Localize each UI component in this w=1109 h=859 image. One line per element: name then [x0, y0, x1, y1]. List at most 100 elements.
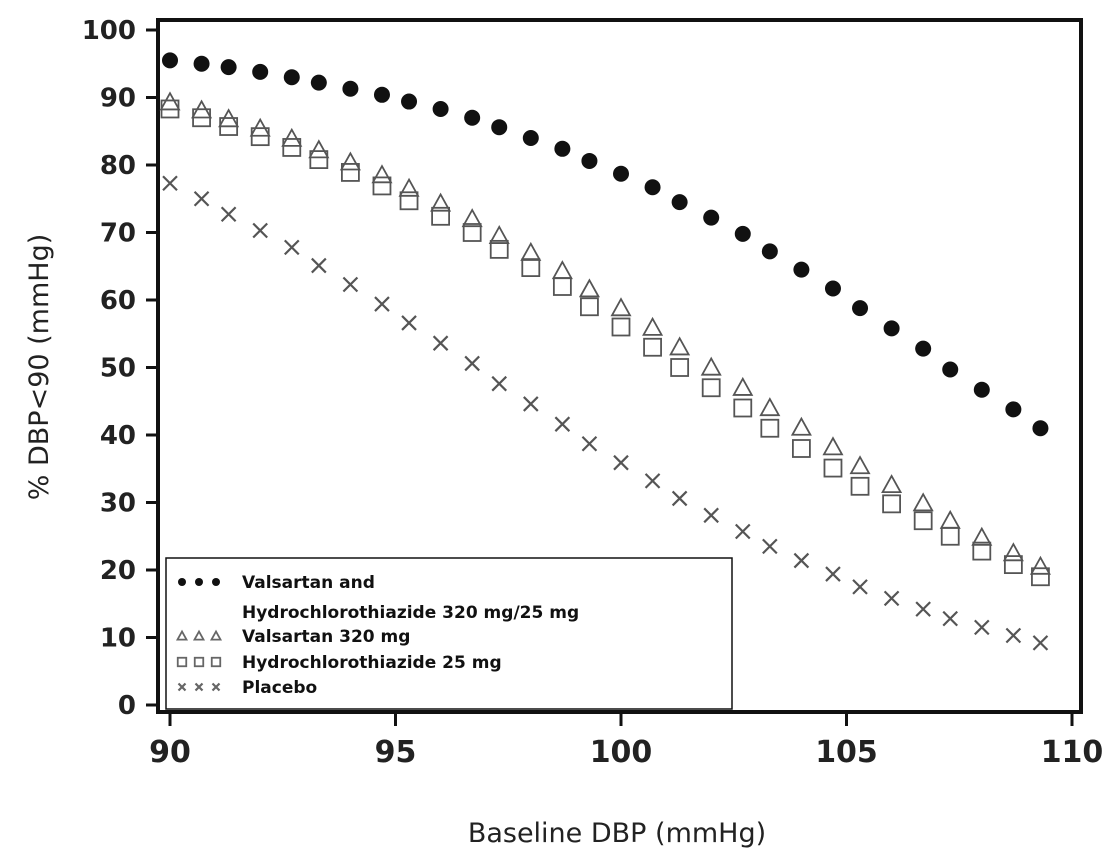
valsartan-point: [371, 164, 393, 184]
legend-marker-valsartan-hctz: [178, 578, 186, 586]
valsartan-point: [430, 192, 452, 212]
valsartan-hctz-point: [220, 59, 237, 76]
valsartan-point: [551, 260, 573, 280]
y-tick-label: 30: [100, 489, 136, 519]
hctz-point: [552, 277, 572, 296]
placebo-point: [220, 206, 237, 223]
hctz-point: [760, 418, 780, 438]
hctz-point: [823, 458, 843, 478]
legend-marker-placebo: [211, 682, 221, 692]
placebo-point: [581, 435, 598, 452]
valsartan-point: [578, 278, 600, 298]
placebo-point: [825, 566, 841, 582]
legend-marker-hctz: [193, 656, 205, 668]
valsartan-point: [520, 241, 542, 261]
valsartan-hctz-point: [761, 243, 778, 260]
hctz-point: [340, 163, 360, 182]
valsartan-hctz-point: [554, 140, 571, 157]
valsartan-hctz-point: [644, 179, 661, 196]
placebo-point: [974, 619, 990, 636]
hctz-point: [580, 297, 599, 317]
valsartan-hctz-point: [193, 55, 210, 72]
hctz-point: [733, 398, 753, 418]
placebo-point: [374, 296, 390, 312]
hctz-point: [1031, 567, 1050, 587]
valsartan-point: [822, 436, 844, 456]
valsartan-point: [790, 416, 812, 436]
x-tick-label: 100: [590, 735, 653, 770]
legend-marker-valsartan-hctz: [195, 578, 203, 586]
valsartan-point: [461, 208, 483, 228]
valsartan-point: [398, 177, 420, 197]
valsartan-point: [700, 356, 722, 376]
placebo-point: [1005, 627, 1022, 644]
hctz-point: [940, 526, 960, 546]
hctz-point: [192, 108, 211, 128]
placebo-point: [613, 454, 629, 471]
valsartan-hctz-point: [581, 152, 598, 169]
valsartan-hctz-point: [703, 209, 720, 226]
hctz-point: [792, 439, 811, 458]
x-tick-label: 95: [375, 735, 417, 770]
placebo-point: [162, 175, 178, 192]
y-axis: 0 10 20 30 40 50 60 70 80 90 100: [82, 16, 158, 721]
hctz-point: [431, 206, 451, 226]
legend-marker-placebo: [177, 682, 187, 692]
legend-label-valsartan-hctz-line1: Valsartan and: [242, 573, 375, 593]
hctz-point: [670, 358, 690, 377]
hctz-point: [1003, 555, 1023, 574]
placebo-point: [311, 257, 327, 274]
y-tick-label: 10: [100, 624, 136, 654]
valsartan-hctz-point: [491, 119, 508, 136]
placebo-point: [671, 490, 688, 507]
placebo-point: [703, 507, 719, 524]
legend-markers: [175, 578, 223, 692]
placebo-point: [1032, 635, 1049, 651]
valsartan-point: [939, 509, 961, 529]
valsartan-point: [339, 151, 361, 171]
y-tick-label: 40: [100, 421, 136, 451]
hctz-point: [372, 176, 392, 196]
valsartan-point: [610, 297, 632, 317]
placebo-point: [793, 552, 810, 569]
placebo-point: [942, 610, 959, 627]
valsartan-hctz-point: [671, 194, 688, 211]
y-tick-label: 90: [100, 84, 136, 114]
valsartan-hctz-point: [852, 300, 869, 317]
valsartan-hctz-point: [613, 165, 629, 182]
hctz-point: [643, 337, 662, 357]
valsartan-hctz-point: [883, 320, 900, 337]
valsartan-hctz-point: [432, 100, 449, 117]
valsartan-hctz-point: [310, 74, 327, 91]
legend-marker-hctz: [210, 656, 222, 668]
placebo-point: [432, 335, 449, 351]
placebo-point: [401, 315, 417, 331]
y-tick-label: 80: [100, 151, 136, 181]
valsartan-hctz-point: [464, 109, 481, 126]
data-points: [159, 52, 1051, 651]
valsartan-hctz-point: [342, 80, 359, 97]
placebo-point: [464, 355, 480, 372]
valsartan-hctz-point: [522, 130, 539, 146]
placebo-point: [283, 239, 300, 256]
placebo-point: [883, 590, 900, 607]
hctz-point: [521, 258, 541, 278]
placebo-point: [252, 222, 268, 239]
placebo-point: [523, 396, 539, 412]
hctz-point: [972, 541, 992, 561]
legend-marker-hctz: [176, 656, 188, 668]
hctz-point: [462, 223, 482, 242]
placebo-point: [734, 523, 751, 540]
placebo-point: [915, 601, 931, 617]
y-tick-label: 100: [82, 16, 136, 46]
valsartan-point: [759, 397, 781, 417]
legend-marker-valsartan: [192, 629, 206, 641]
x-tick-label: 110: [1041, 735, 1104, 770]
x-tick-label: 90: [149, 735, 191, 770]
hctz-point: [489, 239, 509, 259]
placebo-point: [762, 538, 778, 555]
valsartan-hctz-point: [1005, 401, 1022, 418]
valsartan-hctz-point: [283, 69, 300, 86]
legend-label-valsartan-hctz-line2: Hydrochlorothiazide 320 mg/25 mg: [242, 603, 579, 623]
hctz-point: [250, 127, 270, 147]
